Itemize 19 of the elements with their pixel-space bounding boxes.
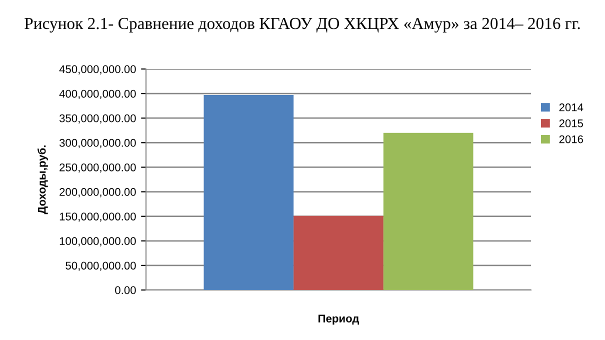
y-tick-label: 250,000,000.00 [60, 163, 136, 173]
legend-label: 2015 [559, 119, 584, 128]
y-axis-title: Доходы,руб. [37, 146, 48, 214]
legend-label: 2016 [559, 135, 584, 144]
y-tick-label: 300,000,000.00 [59, 138, 136, 148]
y-tick-label: 200,000,000.00 [60, 188, 136, 198]
y-tick-label: 350,000,000.00 [59, 114, 136, 124]
y-tick-label: 50,000,000.00 [66, 262, 136, 271]
y-tick-label: 100,000,000.00 [60, 237, 136, 246]
bar [383, 132, 474, 290]
bar [294, 216, 384, 290]
legend-label: 2014 [559, 103, 584, 112]
bar [204, 95, 294, 290]
x-axis-title: Период [318, 314, 360, 325]
chart-title: Рисунок 2.1- Сравнение доходов КГАОУ ДО ХКЦРХ «Амур» за 2014– 2016 гг. [24, 18, 580, 33]
y-tick-label: 0.00 [115, 286, 136, 294]
y-tick-label: 150,000,000.00 [60, 212, 136, 222]
y-tick-label: 400,000,000.00 [59, 90, 136, 100]
y-tick-label: 450,000,000.00 [59, 65, 136, 74]
